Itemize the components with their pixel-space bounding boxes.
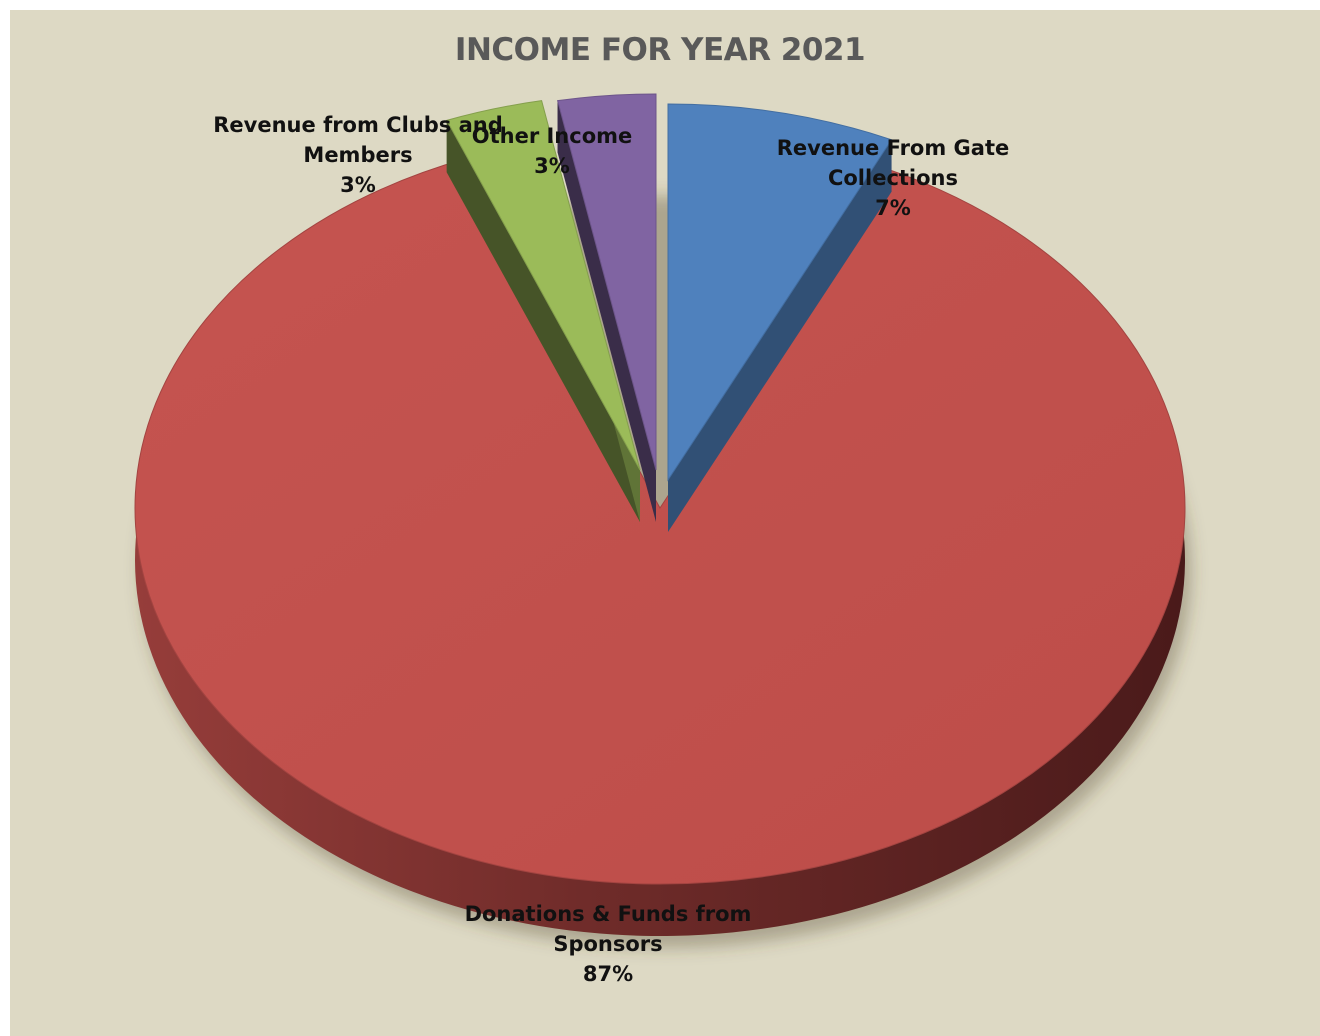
label-percent: 3% bbox=[534, 154, 570, 178]
label-percent: 87% bbox=[582, 962, 634, 986]
slice-wall-end-revenue-from-gate-collections bbox=[668, 139, 892, 532]
slice-revenue-from-clubs-and-members bbox=[445, 100, 641, 471]
label-line: Members bbox=[303, 143, 413, 167]
label-line: Revenue from Clubs and bbox=[213, 113, 503, 137]
label-revenue-from-clubs-and-members: Revenue from Clubs and Members 3% bbox=[213, 110, 502, 200]
label-other-income: Other Income 3% bbox=[472, 121, 633, 181]
label-line: Revenue From Gate bbox=[776, 136, 1010, 160]
slice-wall-start-other-income bbox=[557, 100, 656, 522]
slice-revenue-from-gate-collections bbox=[667, 103, 893, 482]
label-line: Sponsors bbox=[553, 932, 663, 956]
label-donations-funds-from-sponsors: Donations & Funds from Sponsors 87% bbox=[465, 899, 752, 989]
label-line: Other Income bbox=[471, 124, 633, 148]
slice-other-income bbox=[556, 93, 657, 471]
label-percent: 7% bbox=[875, 196, 911, 220]
slice-wall-start-revenue-from-clubs-and-members bbox=[446, 120, 640, 522]
chart-title: INCOME FOR YEAR 2021 bbox=[454, 32, 866, 68]
label-line: Donations & Funds from bbox=[464, 902, 752, 926]
label-percent: 3% bbox=[340, 173, 376, 197]
label-line: Collections bbox=[827, 166, 959, 190]
slice-donations-funds-from-sponsors bbox=[134, 157, 1186, 885]
label-revenue-from-gate-collections: Revenue From Gate Collections 7% bbox=[777, 133, 1009, 223]
